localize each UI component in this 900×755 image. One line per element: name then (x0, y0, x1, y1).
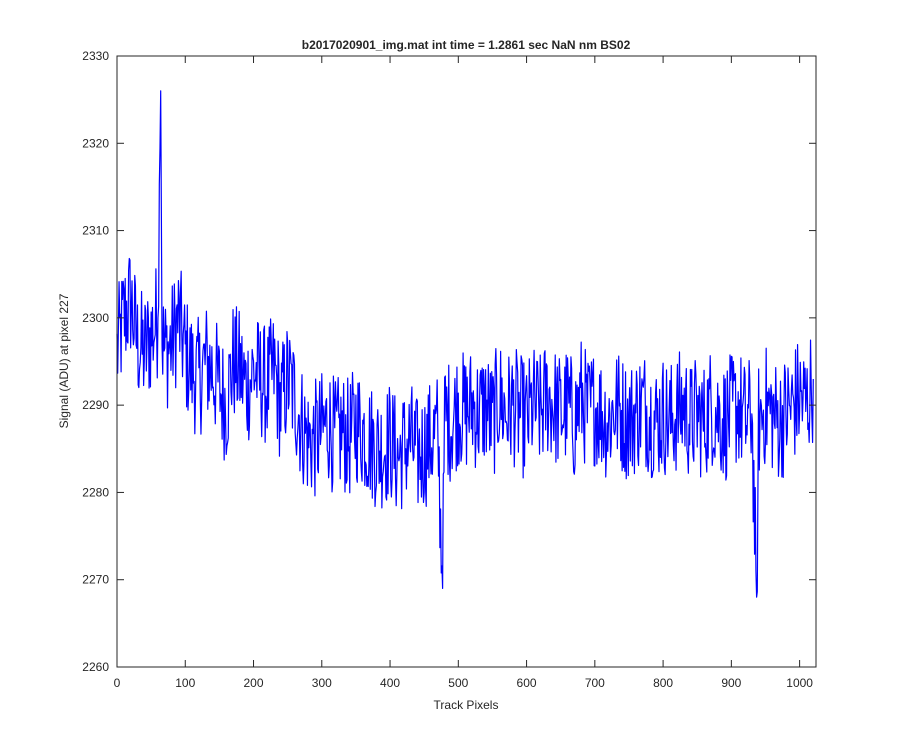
x-tick-label: 700 (585, 676, 605, 690)
y-tick-label: 2300 (82, 311, 109, 325)
x-axis-label: Track Pixels (434, 698, 499, 712)
plot-background (117, 56, 816, 667)
x-tick-label: 100 (175, 676, 195, 690)
y-tick-label: 2310 (82, 224, 109, 238)
series-line (116, 90, 814, 598)
y-tick-label: 2260 (82, 660, 109, 674)
chart-title: b2017020901_img.mat int time = 1.2861 se… (302, 38, 631, 52)
x-tick-label: 400 (380, 676, 400, 690)
trace-layer (116, 90, 814, 598)
x-tick-label: 500 (448, 676, 468, 690)
x-tick-label: 800 (653, 676, 673, 690)
x-tick-label: 1000 (786, 676, 813, 690)
axes-box (116, 55, 817, 668)
y-tick-label: 2320 (82, 136, 109, 150)
x-ticks: 0 100 200 300 400 500 600 700 800 900 1000 (114, 56, 813, 690)
x-tick-label: 300 (312, 676, 332, 690)
x-tick-label: 200 (244, 676, 264, 690)
y-ticks: 2260 2270 2280 2290 2300 2310 2320 2330 (82, 49, 816, 674)
y-tick-label: 2290 (82, 398, 109, 412)
y-tick-label: 2270 (82, 573, 109, 587)
x-tick-label: 0 (114, 676, 121, 690)
y-tick-label: 2280 (82, 485, 109, 499)
x-tick-label: 900 (721, 676, 741, 690)
y-tick-label: 2330 (82, 49, 109, 63)
x-tick-label: 600 (517, 676, 537, 690)
y-axis-label: Signal (ADU) at pixel 227 (57, 293, 71, 428)
